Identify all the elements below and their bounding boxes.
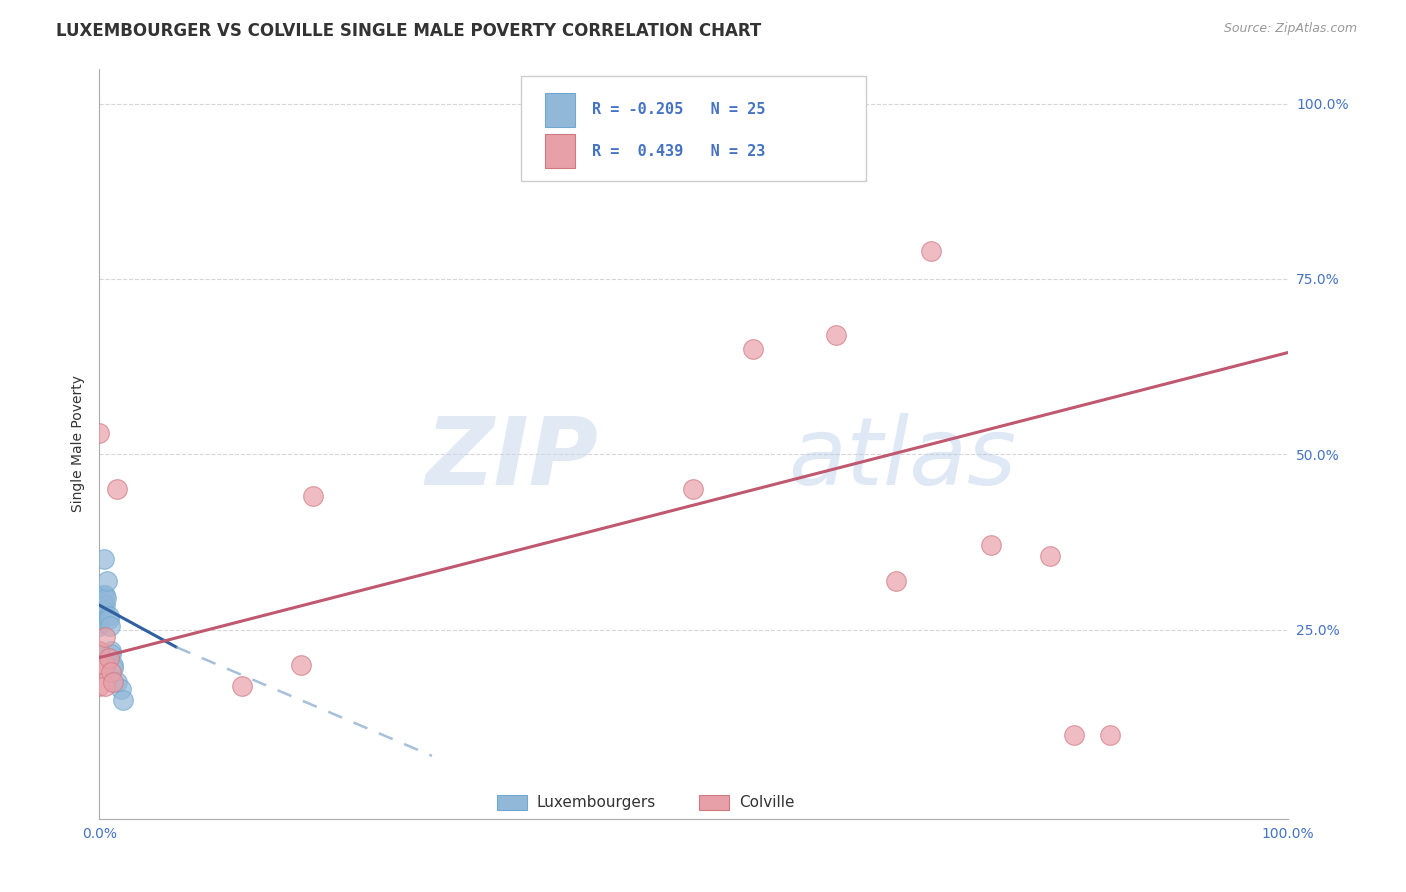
Point	[980, 538, 1002, 552]
Text: atlas: atlas	[789, 413, 1017, 504]
Point	[91, 594, 114, 608]
Point	[682, 483, 704, 497]
Point	[103, 675, 125, 690]
Point	[89, 643, 111, 657]
Point	[91, 588, 114, 602]
Point	[1039, 549, 1062, 563]
Point	[89, 679, 111, 693]
Point	[89, 657, 111, 672]
Point	[884, 574, 907, 588]
Point	[103, 657, 125, 672]
Point	[89, 619, 111, 633]
Text: Luxembourgers: Luxembourgers	[537, 795, 655, 810]
Point	[94, 588, 117, 602]
Point	[100, 643, 122, 657]
Point	[231, 679, 253, 693]
Point	[105, 675, 128, 690]
Text: Source: ZipAtlas.com: Source: ZipAtlas.com	[1223, 22, 1357, 36]
Point	[110, 682, 132, 697]
Point	[94, 679, 117, 693]
Point	[1063, 728, 1085, 742]
Point	[89, 643, 111, 657]
Point	[290, 657, 312, 672]
Point	[97, 612, 120, 626]
Text: ZIP: ZIP	[426, 413, 599, 505]
Point	[89, 608, 111, 623]
Point	[89, 608, 111, 623]
Point	[96, 574, 118, 588]
Point	[103, 661, 125, 675]
FancyBboxPatch shape	[522, 76, 866, 181]
Text: LUXEMBOURGER VS COLVILLE SINGLE MALE POVERTY CORRELATION CHART: LUXEMBOURGER VS COLVILLE SINGLE MALE POV…	[56, 22, 762, 40]
Bar	[498, 795, 527, 810]
Bar	[546, 93, 575, 127]
Point	[89, 615, 111, 630]
Y-axis label: Single Male Poverty: Single Male Poverty	[72, 376, 86, 512]
Point	[98, 619, 121, 633]
Point	[94, 598, 117, 612]
Point	[93, 552, 115, 566]
Text: Colville: Colville	[738, 795, 794, 810]
Point	[89, 612, 111, 626]
Point	[742, 342, 765, 356]
Point	[94, 630, 117, 644]
Point	[89, 426, 111, 441]
Bar	[546, 134, 575, 168]
Point	[90, 594, 112, 608]
Point	[100, 665, 122, 679]
Point	[94, 657, 117, 672]
Point	[920, 244, 942, 258]
Point	[105, 483, 128, 497]
Point	[96, 591, 118, 605]
Point	[111, 692, 134, 706]
Point	[825, 328, 848, 343]
Point	[97, 608, 120, 623]
Point	[1098, 728, 1121, 742]
Point	[97, 650, 120, 665]
Text: R = -0.205   N = 25: R = -0.205 N = 25	[592, 103, 766, 117]
Text: R =  0.439   N = 23: R = 0.439 N = 23	[592, 144, 766, 159]
Point	[91, 601, 114, 615]
Point	[100, 647, 122, 661]
Point	[302, 489, 325, 503]
Bar	[699, 795, 730, 810]
